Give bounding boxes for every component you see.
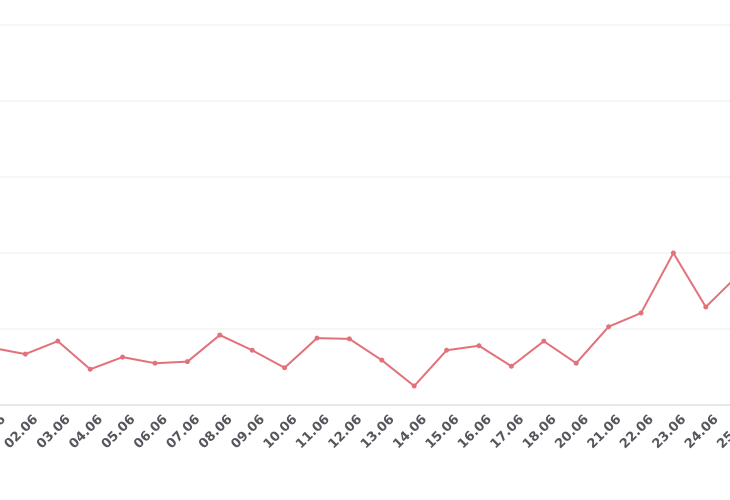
x-tick-label: 17.06 [488, 412, 528, 452]
x-tick-label: 24.06 [682, 412, 722, 452]
point [379, 357, 385, 363]
x-tick-label: 02.06 [2, 412, 42, 452]
x-tick-label: 21.06 [585, 412, 625, 452]
line [0, 252, 730, 387]
x-tick-label: 07.06 [164, 412, 204, 452]
point [314, 335, 320, 341]
x-tick-label: 18.06 [520, 412, 560, 452]
x-tick-label: 11.06 [293, 412, 333, 452]
point [282, 365, 288, 371]
point [87, 366, 93, 372]
x-tick-label: 05.06 [99, 412, 139, 452]
point [573, 360, 579, 366]
x-tick-label: 20.06 [552, 412, 592, 452]
point [670, 250, 676, 256]
point [55, 338, 61, 344]
point [606, 324, 612, 330]
x-tick-label: 10.06 [261, 412, 301, 452]
point [444, 347, 450, 353]
point [476, 343, 482, 349]
x-tick-label: 06.06 [131, 412, 171, 452]
x-tick-label: 03.06 [34, 412, 74, 452]
x-tick-label: 23.06 [650, 412, 690, 452]
x-tick-label: 22.06 [617, 412, 657, 452]
point [346, 336, 352, 342]
point [541, 338, 547, 344]
x-tick-label: 04.06 [66, 412, 106, 452]
point [184, 359, 190, 365]
point [217, 332, 223, 338]
point [638, 310, 644, 316]
x-tick-label: 14.06 [390, 412, 430, 452]
point [120, 354, 126, 360]
x-tick-label: 13.06 [358, 412, 398, 452]
point [249, 347, 255, 353]
point [508, 363, 514, 369]
point [411, 383, 417, 389]
x-tick-label: 12.06 [326, 412, 366, 452]
x-tick-label: 15.06 [423, 412, 463, 452]
x-tick-label: 08.06 [196, 412, 236, 452]
x-tick-label: 09.06 [228, 412, 268, 452]
point [703, 304, 709, 310]
point [152, 360, 158, 366]
x-tick-label: 16.06 [455, 412, 495, 452]
point [22, 351, 28, 357]
